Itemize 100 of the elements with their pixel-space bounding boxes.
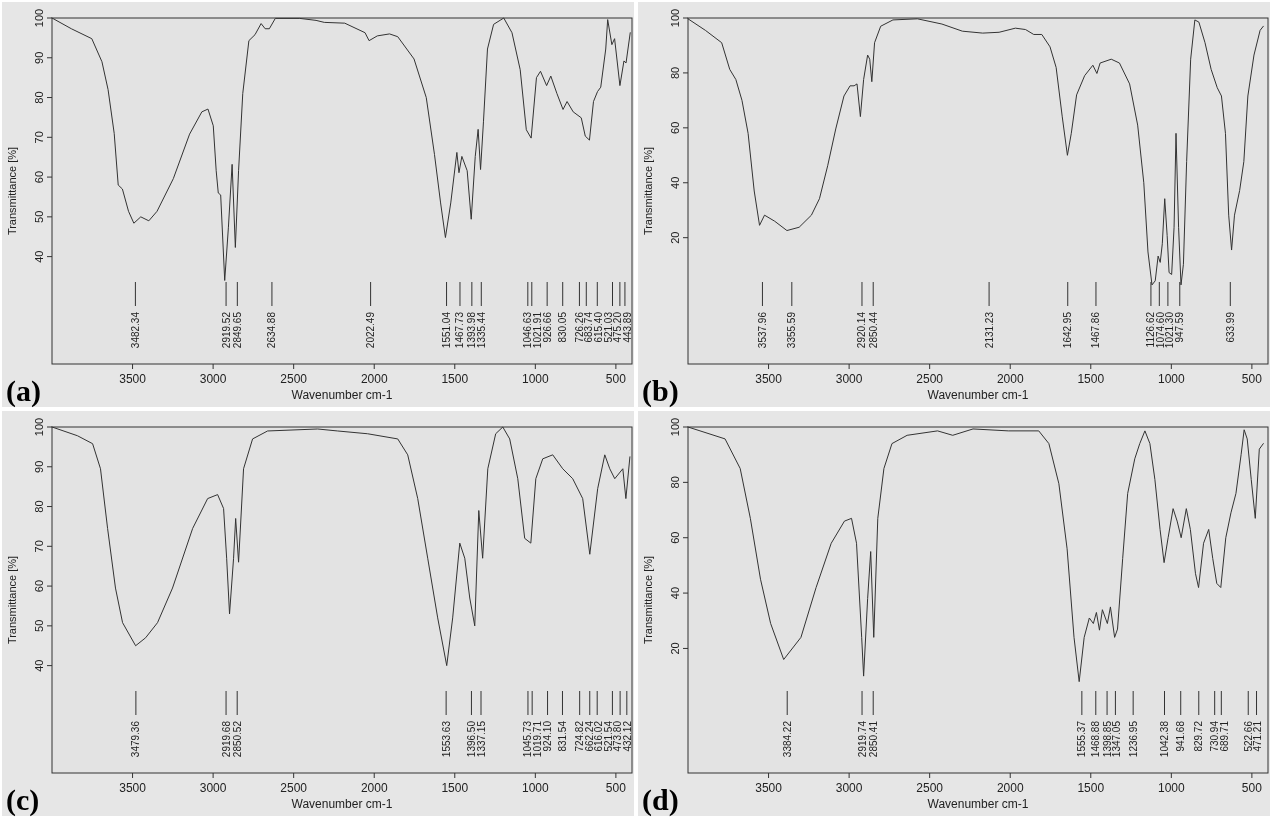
ref-line-label: 2022.49	[365, 311, 377, 349]
ref-line-label: 2919.74	[856, 720, 868, 758]
ref-line-label: 1236.95	[1127, 720, 1139, 758]
ref-line-label: 926.66	[541, 311, 553, 343]
y-axis-title: Transmittance [%]	[642, 555, 654, 645]
y-axis-title: Transmittance [%]	[6, 146, 18, 236]
x-tick-label: 1500	[441, 372, 469, 386]
ref-line-label: 2850.52	[231, 720, 243, 758]
y-tick-label: 100	[669, 417, 681, 437]
x-tick-label: 2500	[280, 781, 308, 795]
y-tick-label: 70	[33, 540, 45, 553]
y-tick-label: 20	[669, 231, 681, 244]
ref-line-label: 924.10	[542, 720, 554, 752]
ref-line-label: 616.02	[593, 720, 604, 752]
y-tick-label: 40	[669, 176, 681, 189]
ref-line-label: 1337.15	[475, 720, 487, 758]
x-axis-title: Wavenumber cm-1	[927, 797, 1029, 811]
ref-line-label: 473.80	[612, 720, 623, 752]
ref-line-label: 1551.04	[441, 311, 453, 349]
ref-line-label: 1021.30	[1164, 311, 1176, 349]
x-tick-label: 1500	[1077, 372, 1105, 386]
ref-line-label: 1555.37	[1076, 720, 1088, 758]
x-tick-label: 2500	[280, 372, 308, 386]
ref-line-label: 522.66	[1242, 720, 1254, 752]
x-axis-title: Wavenumber cm-1	[291, 797, 393, 811]
ref-line-label: 941.68	[1175, 720, 1187, 752]
x-tick-label: 3500	[755, 372, 783, 386]
ref-line-label: 689.71	[1218, 720, 1230, 752]
y-axis-title: Transmittance [%]	[6, 555, 18, 645]
ref-line-label: 633.99	[1224, 311, 1236, 343]
x-tick-label: 1000	[521, 781, 549, 795]
ref-line-label: 2634.88	[266, 311, 278, 349]
y-tick-label: 100	[33, 417, 45, 437]
ref-line-label: 1074.60	[1154, 311, 1166, 349]
ref-line-label: 1553.63	[440, 720, 452, 758]
x-tick-label: 500	[605, 781, 627, 795]
x-tick-label: 500	[605, 372, 627, 386]
ref-line-label: 1642.95	[1062, 311, 1074, 349]
ref-line-label: 443.89	[621, 311, 633, 343]
ref-line-label: 471.21	[1252, 720, 1264, 752]
ref-line-label: 2850.44	[867, 311, 879, 349]
y-tick-label: 100	[669, 8, 681, 28]
ref-line-label: 1126.62	[1145, 311, 1157, 348]
y-tick-label: 90	[33, 51, 45, 64]
ref-line-label: 662.24	[583, 720, 595, 752]
y-tick-label: 40	[33, 659, 45, 672]
x-axis-title: Wavenumber cm-1	[291, 388, 393, 402]
y-tick-label: 50	[33, 619, 45, 632]
y-tick-label: 40	[669, 586, 681, 600]
text: (a)	[6, 374, 41, 408]
x-tick-label: 2000	[996, 781, 1024, 795]
ref-line-label: 1468.88	[1090, 720, 1102, 758]
x-tick-label: 3500	[119, 372, 147, 386]
ref-line-label: 947.59	[1174, 311, 1186, 343]
ref-line-label: 521.54	[602, 720, 614, 752]
x-axis-title: Wavenumber cm-1	[927, 388, 1029, 402]
y-tick-label: 80	[669, 66, 681, 80]
y-tick-label: 40	[33, 250, 45, 263]
ref-line-label: 432.12	[621, 720, 633, 752]
x-tick-label: 2000	[360, 781, 388, 795]
x-tick-label: 3000	[835, 372, 863, 386]
x-tick-label: 2000	[996, 372, 1024, 386]
x-tick-label: 500	[1241, 372, 1263, 386]
y-tick-label: 60	[669, 531, 681, 544]
ref-line-label: 1019.71	[531, 720, 543, 758]
ref-line-label: 521.03	[602, 311, 614, 343]
x-tick-label: 1500	[441, 781, 469, 795]
ref-line-label: 831.54	[556, 720, 568, 752]
ref-line-label: 3537.96	[756, 311, 768, 349]
ref-line-label: 2919.52	[220, 311, 232, 349]
ref-line-label: 1046.63	[522, 311, 534, 349]
y-tick-label: 50	[33, 210, 45, 223]
ref-line-label: 726.26	[573, 311, 585, 343]
ref-line-label: 475.20	[612, 311, 623, 343]
x-tick-label: 1500	[1077, 781, 1105, 795]
ref-line-label: 730.94	[1209, 720, 1221, 752]
ref-line-label: 1335.44	[475, 311, 487, 349]
ref-line-label: 3482.34	[129, 311, 141, 349]
y-tick-label: 80	[669, 476, 681, 489]
ref-line-label: 1398.85	[1101, 720, 1113, 758]
ref-line-label: 830.05	[557, 311, 569, 343]
x-tick-label: 500	[1241, 781, 1263, 795]
y-tick-label: 60	[33, 170, 45, 184]
ref-line-label: 1393.98	[466, 311, 478, 349]
y-tick-label: 90	[33, 460, 45, 473]
ref-line-label: 1042.38	[1159, 720, 1171, 758]
ref-line-label: 683.74	[583, 311, 595, 343]
x-tick-label: 1000	[521, 372, 549, 386]
ref-line-label: 1021.91	[531, 311, 543, 349]
y-tick-label: 60	[33, 579, 45, 593]
y-tick-label: 70	[33, 131, 45, 144]
x-tick-label: 3000	[199, 372, 227, 386]
x-tick-label: 3000	[835, 781, 863, 795]
ref-line-label: 3355.59	[786, 311, 798, 349]
y-tick-label: 80	[33, 500, 45, 513]
x-tick-label: 3000	[199, 781, 227, 795]
ref-line-label: 2850.41	[867, 720, 879, 758]
ref-line-label: 2849.65	[231, 311, 243, 349]
ref-line-label: 1467.86	[1090, 311, 1102, 349]
x-tick-label: 1000	[1157, 372, 1185, 386]
